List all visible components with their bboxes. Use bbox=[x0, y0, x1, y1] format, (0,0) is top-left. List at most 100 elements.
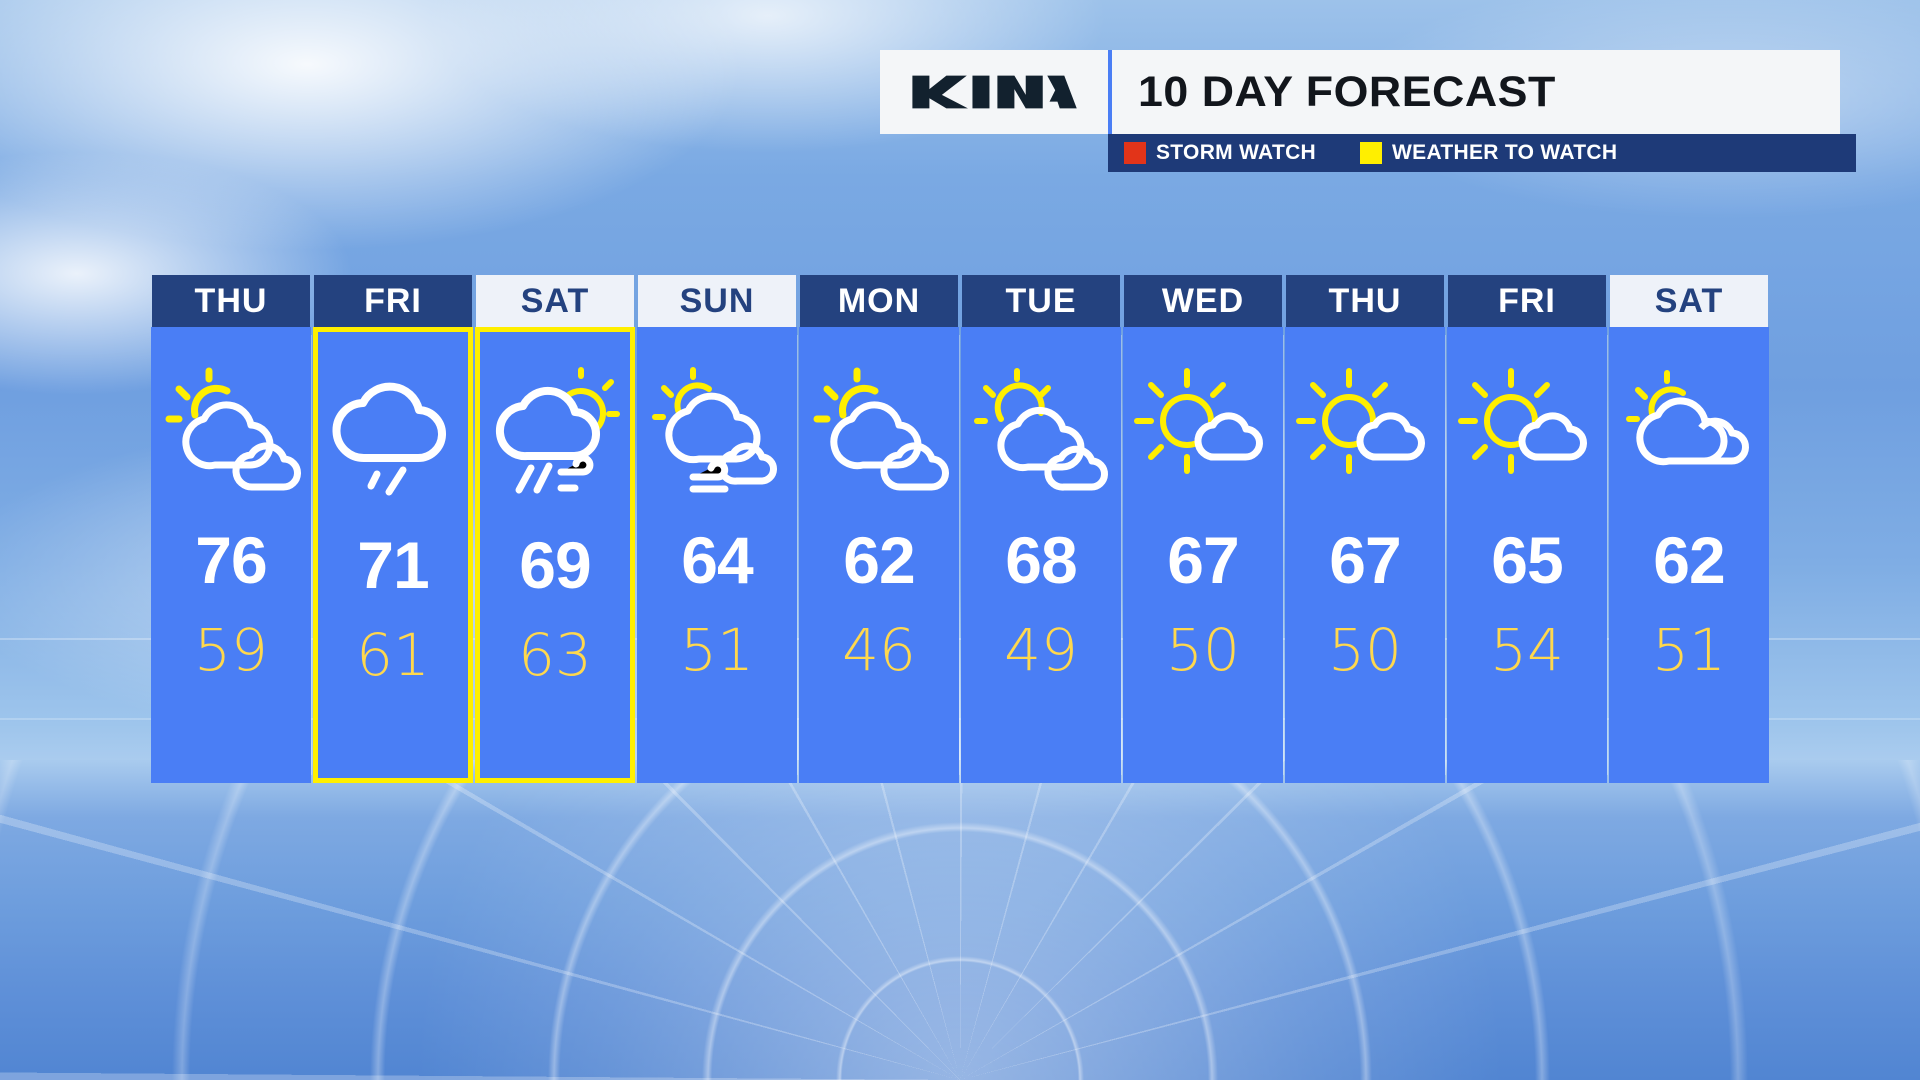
weather-icon-slot bbox=[1609, 327, 1769, 535]
cloud-shape bbox=[1194, 412, 1263, 461]
day-body: 67 50 bbox=[1285, 327, 1446, 783]
low-temperature: 51 bbox=[680, 616, 754, 684]
low-temperature: 54 bbox=[1490, 616, 1564, 684]
day-body: 67 50 bbox=[1123, 327, 1284, 783]
weather-icon-slot bbox=[1285, 327, 1445, 535]
sun-shape bbox=[1626, 370, 1686, 422]
cloud-shape bbox=[1518, 412, 1587, 461]
day-label: FRI bbox=[1498, 281, 1556, 320]
cloud-shape bbox=[1636, 397, 1728, 466]
cloud-shape-small bbox=[1044, 445, 1108, 491]
cloud-shape bbox=[332, 382, 446, 463]
kia-logo bbox=[912, 75, 1077, 109]
low-temperature: 46 bbox=[842, 616, 916, 684]
raindrops bbox=[367, 466, 407, 496]
high-temperature: 71 bbox=[357, 528, 429, 602]
cloud-shape bbox=[182, 401, 274, 470]
forecast-day-column[interactable]: THU 67 50 bbox=[1284, 275, 1446, 783]
watch-legend-bar: STORM WATCH WEATHER TO WATCH bbox=[1108, 134, 1856, 172]
day-header: SAT bbox=[476, 275, 634, 327]
cloud-shape bbox=[1356, 412, 1425, 461]
day-label: THU bbox=[194, 281, 268, 320]
day-body: 69 63 bbox=[475, 327, 635, 783]
high-temperature: 67 bbox=[1167, 523, 1239, 597]
partly-cloudy-day-icon bbox=[813, 367, 949, 491]
day-header: SUN bbox=[638, 275, 796, 327]
sun-shape bbox=[1134, 368, 1240, 474]
day-label: SAT bbox=[520, 281, 590, 320]
weather-to-watch-label: WEATHER TO WATCH bbox=[1392, 141, 1618, 164]
radar-rings bbox=[0, 760, 1920, 1080]
cloudy-sun-icon bbox=[1626, 370, 1749, 466]
day-label: FRI bbox=[364, 281, 422, 320]
low-temperature: 59 bbox=[194, 616, 268, 684]
rain-streaks bbox=[515, 462, 553, 494]
cloud-shape bbox=[495, 386, 600, 461]
forecast-day-column[interactable]: SUN 64 bbox=[636, 275, 798, 783]
day-body: 68 49 bbox=[961, 327, 1122, 783]
mostly-sunny-icon bbox=[1458, 368, 1587, 474]
weather-icon-slot bbox=[1123, 327, 1283, 535]
forecast-title-box: 10 DAY FORECAST bbox=[1108, 50, 1840, 134]
cloud-shape bbox=[830, 401, 922, 470]
weather-icon-slot bbox=[1447, 327, 1607, 535]
radar-floor bbox=[0, 760, 1920, 1080]
rain-cloud-icon bbox=[332, 382, 446, 496]
sun-shape bbox=[652, 367, 712, 420]
day-body: 65 54 bbox=[1447, 327, 1608, 783]
storm-watch-label: STORM WATCH bbox=[1156, 141, 1317, 164]
day-header: TUE bbox=[962, 275, 1120, 327]
day-header: THU bbox=[152, 275, 310, 327]
sun-shape bbox=[813, 367, 879, 423]
day-header: SAT bbox=[1610, 275, 1768, 327]
day-body: 64 51 bbox=[637, 327, 798, 783]
mostly-sunny-icon bbox=[1134, 368, 1263, 474]
sun-cloud-fog-icon bbox=[652, 367, 777, 493]
weather-to-watch-swatch bbox=[1360, 142, 1383, 164]
forecast-day-column[interactable]: TUE 68 49 bbox=[960, 275, 1122, 783]
day-body: 76 59 bbox=[151, 327, 312, 783]
page-title: 10 DAY FORECAST bbox=[1138, 67, 1556, 116]
day-label: SUN bbox=[679, 281, 755, 320]
forecast-day-column[interactable]: SAT 62 51 bbox=[1608, 275, 1770, 783]
cloud-shape-small bbox=[232, 442, 301, 491]
cloud-shape bbox=[997, 406, 1085, 472]
cloud-shape-secondary bbox=[1698, 417, 1749, 465]
high-temperature: 65 bbox=[1491, 523, 1563, 597]
legend-item-storm-watch: STORM WATCH bbox=[1124, 141, 1316, 165]
kia-logo-box bbox=[880, 50, 1108, 134]
storm-watch-swatch bbox=[1124, 142, 1146, 164]
day-header: THU bbox=[1286, 275, 1444, 327]
legend-item-weather-to-watch: WEATHER TO WATCH bbox=[1360, 141, 1617, 165]
weather-icon-slot bbox=[637, 327, 797, 535]
weather-icon-slot bbox=[151, 327, 311, 535]
forecast-day-column[interactable]: FRI 65 54 bbox=[1446, 275, 1608, 783]
weather-icon-slot bbox=[961, 327, 1121, 535]
day-header: WED bbox=[1124, 275, 1282, 327]
forecast-day-column[interactable]: SAT bbox=[474, 275, 636, 783]
partly-cloudy-day-icon bbox=[165, 367, 301, 491]
day-body: 62 51 bbox=[1609, 327, 1769, 783]
forecast-day-column[interactable]: WED 67 50 bbox=[1122, 275, 1284, 783]
low-temperature: 61 bbox=[356, 621, 430, 689]
high-temperature: 62 bbox=[843, 523, 915, 597]
mostly-sunny-icon bbox=[1296, 368, 1425, 474]
sun-shape bbox=[564, 367, 620, 433]
weather-icon-slot bbox=[799, 327, 959, 535]
day-header: FRI bbox=[314, 275, 472, 327]
low-temperature: 63 bbox=[518, 621, 592, 689]
forecast-day-column[interactable]: MON 62 46 bbox=[798, 275, 960, 783]
ten-day-forecast-grid: THU 76 59 FRI bbox=[150, 275, 1770, 783]
weather-icon-slot bbox=[318, 332, 468, 540]
forecast-day-column[interactable]: THU 76 59 bbox=[150, 275, 312, 783]
cloud-shape-small bbox=[880, 442, 949, 491]
day-label: TUE bbox=[1005, 281, 1077, 320]
forecast-day-column[interactable]: FRI 71 61 bbox=[312, 275, 474, 783]
day-header: MON bbox=[800, 275, 958, 327]
day-header: FRI bbox=[1448, 275, 1606, 327]
day-body: 71 61 bbox=[313, 327, 473, 783]
weather-icon-slot bbox=[480, 332, 630, 540]
radar-center-glow bbox=[410, 760, 1510, 1080]
high-temperature: 69 bbox=[519, 528, 591, 602]
high-temperature: 76 bbox=[195, 523, 267, 597]
